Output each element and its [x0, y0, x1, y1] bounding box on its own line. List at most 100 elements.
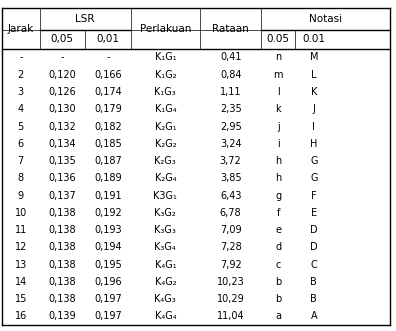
Text: 2,95: 2,95 — [220, 121, 242, 131]
Text: G: G — [310, 156, 318, 166]
Text: D: D — [310, 242, 318, 252]
Text: 0,182: 0,182 — [94, 121, 122, 131]
Text: -: - — [19, 52, 23, 63]
Text: f: f — [276, 208, 280, 218]
Text: 0,01: 0,01 — [96, 34, 120, 44]
Text: M: M — [310, 52, 318, 63]
Text: Perlakuan: Perlakuan — [140, 24, 191, 33]
Text: 0,194: 0,194 — [94, 242, 122, 252]
Text: LSR: LSR — [75, 14, 95, 24]
Text: 0.01: 0.01 — [302, 34, 326, 44]
Text: 8: 8 — [18, 173, 24, 183]
Text: 6,78: 6,78 — [220, 208, 242, 218]
Text: 12: 12 — [15, 242, 27, 252]
Text: K₃G₃: K₃G₃ — [154, 225, 176, 235]
Text: 15: 15 — [15, 294, 27, 304]
Text: d: d — [275, 242, 281, 252]
Text: K₄G₁: K₄G₁ — [154, 260, 176, 270]
Text: 0.05: 0.05 — [267, 34, 290, 44]
Text: 7,28: 7,28 — [220, 242, 242, 252]
Text: K₂G₂: K₂G₂ — [154, 139, 176, 149]
Text: 7,09: 7,09 — [220, 225, 242, 235]
Text: 3,72: 3,72 — [220, 156, 242, 166]
Text: 0,84: 0,84 — [220, 70, 242, 80]
Text: h: h — [275, 173, 281, 183]
Text: B: B — [310, 294, 317, 304]
Text: 9: 9 — [18, 191, 24, 201]
Text: 0,179: 0,179 — [94, 104, 122, 114]
Text: K₃G₂: K₃G₂ — [154, 208, 176, 218]
Text: 0,136: 0,136 — [49, 173, 76, 183]
Text: 11: 11 — [15, 225, 27, 235]
Text: 0,138: 0,138 — [49, 294, 76, 304]
Text: 3,24: 3,24 — [220, 139, 242, 149]
Text: 0,130: 0,130 — [49, 104, 76, 114]
Text: 14: 14 — [15, 277, 27, 287]
Text: 13: 13 — [15, 260, 27, 270]
Text: 0,137: 0,137 — [48, 191, 76, 201]
Text: K: K — [310, 87, 317, 97]
Text: D: D — [310, 225, 318, 235]
Text: c: c — [276, 260, 281, 270]
Text: 0,166: 0,166 — [94, 70, 122, 80]
Text: J: J — [312, 104, 315, 114]
Text: 10,29: 10,29 — [217, 294, 245, 304]
Text: -: - — [106, 52, 110, 63]
Text: 16: 16 — [15, 311, 27, 321]
Text: n: n — [275, 52, 281, 63]
Text: 4: 4 — [18, 104, 24, 114]
Text: 0,193: 0,193 — [94, 225, 122, 235]
Text: 0,187: 0,187 — [94, 156, 122, 166]
Text: 0,195: 0,195 — [94, 260, 122, 270]
Text: g: g — [275, 191, 281, 201]
Text: G: G — [310, 173, 318, 183]
Text: Jarak: Jarak — [8, 24, 34, 33]
Text: i: i — [277, 139, 280, 149]
Text: 0,138: 0,138 — [49, 277, 76, 287]
Text: I: I — [312, 121, 315, 131]
Text: K₁G₄: K₁G₄ — [154, 104, 176, 114]
Text: 0,197: 0,197 — [94, 311, 122, 321]
Text: 0,139: 0,139 — [49, 311, 76, 321]
Text: 11,04: 11,04 — [217, 311, 244, 321]
Text: 0,41: 0,41 — [220, 52, 242, 63]
Text: 7: 7 — [18, 156, 24, 166]
Text: b: b — [275, 277, 281, 287]
Text: 0,191: 0,191 — [94, 191, 122, 201]
Text: l: l — [277, 87, 280, 97]
Text: 0,192: 0,192 — [94, 208, 122, 218]
Text: a: a — [275, 311, 281, 321]
Text: 0,197: 0,197 — [94, 294, 122, 304]
Text: K₂G₃: K₂G₃ — [154, 156, 176, 166]
Text: A: A — [310, 311, 317, 321]
Text: K₄G₂: K₄G₂ — [154, 277, 176, 287]
Text: 2: 2 — [18, 70, 24, 80]
Text: 0,135: 0,135 — [48, 156, 76, 166]
Text: E: E — [311, 208, 317, 218]
Text: C: C — [310, 260, 317, 270]
Text: Notasi: Notasi — [309, 14, 342, 24]
Text: 0,134: 0,134 — [49, 139, 76, 149]
Text: K3G₁: K3G₁ — [153, 191, 177, 201]
Text: 0,126: 0,126 — [48, 87, 76, 97]
Text: K₁G₁: K₁G₁ — [154, 52, 176, 63]
Text: 0,185: 0,185 — [94, 139, 122, 149]
Text: b: b — [275, 294, 281, 304]
Text: m: m — [274, 70, 283, 80]
Text: Rataan: Rataan — [212, 24, 249, 33]
Text: h: h — [275, 156, 281, 166]
Text: K₄G₃: K₄G₃ — [154, 294, 176, 304]
Text: 0,05: 0,05 — [51, 34, 74, 44]
Text: K₁G₃: K₁G₃ — [154, 87, 176, 97]
Text: K₂G₄: K₂G₄ — [154, 173, 176, 183]
Text: 6,43: 6,43 — [220, 191, 242, 201]
Text: K₄G₄: K₄G₄ — [154, 311, 176, 321]
Text: 0,120: 0,120 — [48, 70, 76, 80]
Text: 3,85: 3,85 — [220, 173, 242, 183]
Text: 7,92: 7,92 — [220, 260, 242, 270]
Text: 0,174: 0,174 — [94, 87, 122, 97]
Text: 10: 10 — [15, 208, 27, 218]
Text: L: L — [311, 70, 316, 80]
Text: 0,132: 0,132 — [48, 121, 76, 131]
Text: 6: 6 — [18, 139, 24, 149]
